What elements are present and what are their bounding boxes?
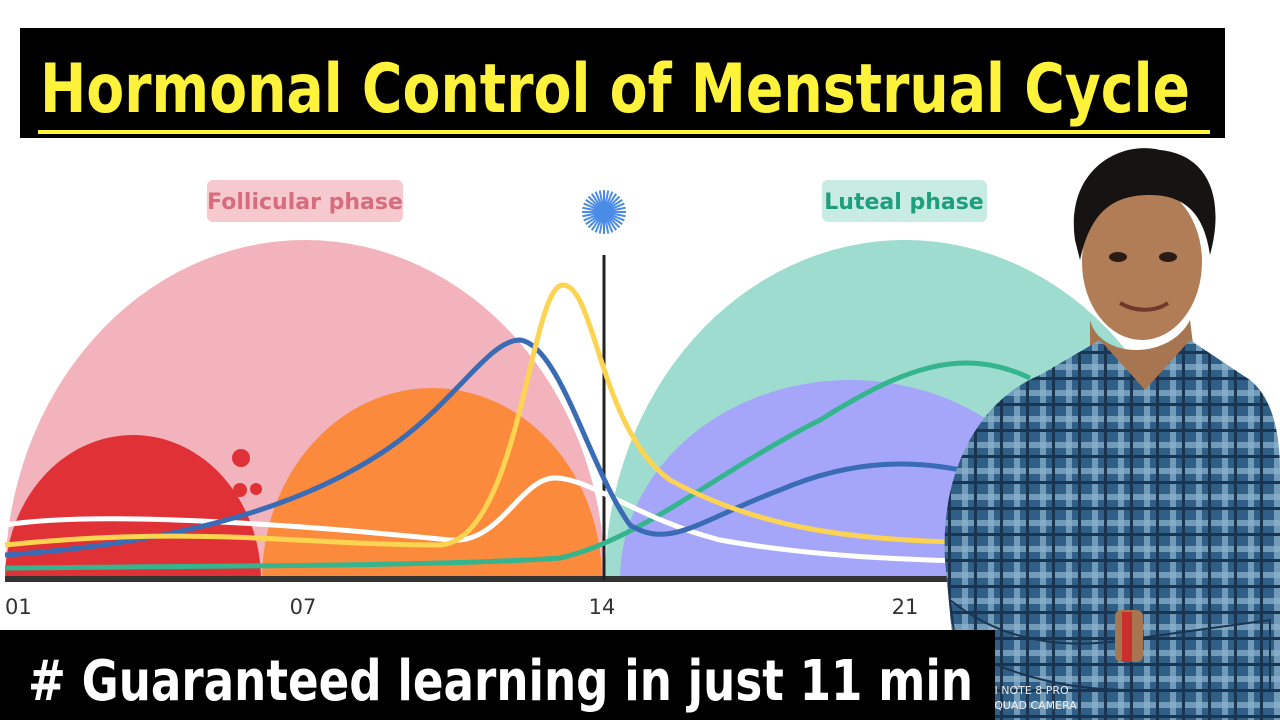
- mouth: [1118, 301, 1170, 312]
- curve-blue: [4, 337, 1001, 558]
- day-label: 14: [589, 595, 616, 619]
- wristband: [1122, 612, 1132, 662]
- presenter: [944, 148, 1280, 720]
- baseline: [5, 576, 1005, 582]
- ovulation-sun: [582, 190, 626, 234]
- sun-ray: [603, 206, 626, 213]
- banner-box: [0, 630, 995, 720]
- curve-teal: [4, 360, 1032, 571]
- drop: [232, 449, 250, 467]
- day-label: 01: [5, 595, 32, 619]
- title: Hormonal Control of Menstrual Cycle: [40, 50, 1190, 129]
- face: [1082, 184, 1202, 340]
- curve-yellow: [4, 282, 961, 548]
- luteal-tag: [822, 180, 987, 222]
- follicular-label: Follicular phase: [207, 190, 403, 215]
- title-underline: [38, 130, 1210, 134]
- day-label: 21: [892, 595, 919, 619]
- drop: [233, 483, 247, 497]
- watermark: AI QUAD CAMERA: [980, 699, 1077, 712]
- banner-text: # Guaranteed learning in just 11 min: [28, 649, 973, 714]
- shirt: [944, 340, 1280, 720]
- eye: [1159, 252, 1177, 262]
- day-label: 07: [290, 595, 317, 619]
- red-dome: [5, 435, 261, 580]
- hair: [1073, 148, 1216, 260]
- title-box: [20, 28, 1225, 138]
- drop: [250, 483, 262, 495]
- follicular-tag: [207, 180, 403, 222]
- watermark: MI NOTE 8 PRO: [985, 684, 1069, 697]
- eye: [1109, 252, 1127, 262]
- luteal-label: Luteal phase: [824, 190, 983, 215]
